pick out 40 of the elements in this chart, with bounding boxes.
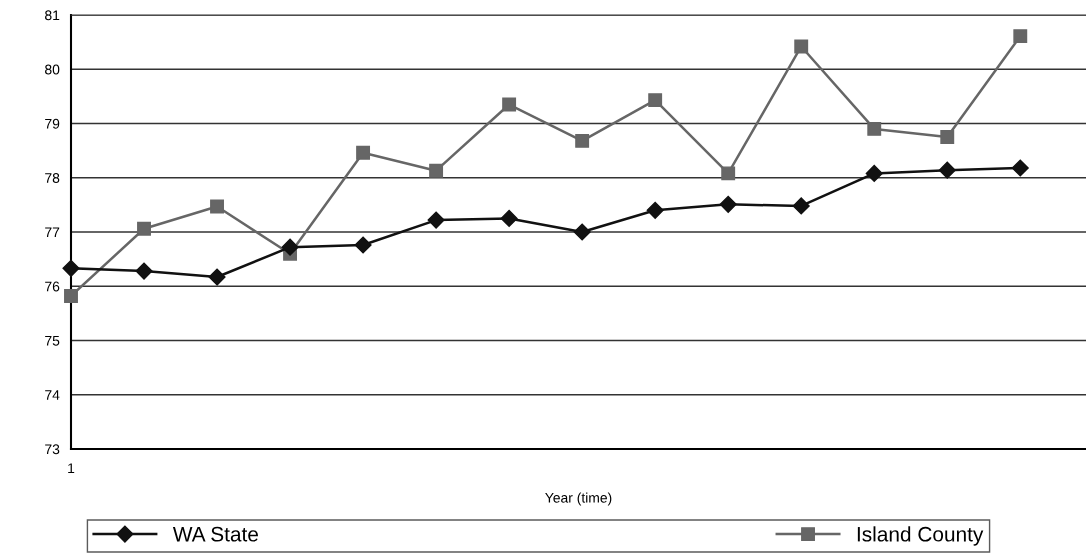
x-tick-label: 1: [68, 463, 75, 473]
point: [502, 97, 517, 112]
x-axis-title: Year (time): [545, 492, 612, 506]
point: [719, 195, 737, 213]
point: [648, 93, 663, 108]
point: [64, 289, 78, 303]
y-tick-label: 76: [45, 281, 60, 292]
y-tick-label: 81: [45, 10, 60, 21]
point: [135, 262, 153, 280]
point: [500, 209, 518, 227]
y-tick-label: 79: [45, 118, 60, 129]
point: [938, 161, 956, 179]
point: [865, 164, 883, 182]
point: [1011, 159, 1029, 177]
point: [575, 133, 590, 148]
y-tick-label: 73: [45, 444, 60, 455]
point: [794, 39, 809, 54]
point: [208, 268, 226, 286]
point: [792, 197, 810, 215]
point: [137, 221, 151, 236]
point: [1013, 29, 1028, 44]
legend-label: WA State: [172, 526, 258, 542]
point: [940, 130, 955, 145]
point: [356, 145, 371, 160]
point: [646, 201, 664, 219]
legend-label: Island County: [857, 526, 984, 546]
y-tick-label: 78: [45, 173, 60, 183]
point: [867, 121, 882, 136]
point: [427, 211, 445, 229]
point: [721, 166, 736, 181]
point: [281, 238, 299, 256]
point: [354, 236, 372, 254]
point: [429, 163, 444, 178]
y-tick-label: 74: [45, 390, 60, 400]
y-tick-label: 75: [45, 335, 60, 346]
point: [62, 259, 80, 277]
point: [573, 223, 591, 241]
point: [210, 199, 224, 214]
y-tick-label: 80: [45, 64, 60, 75]
y-tick-label: 77: [45, 227, 60, 238]
